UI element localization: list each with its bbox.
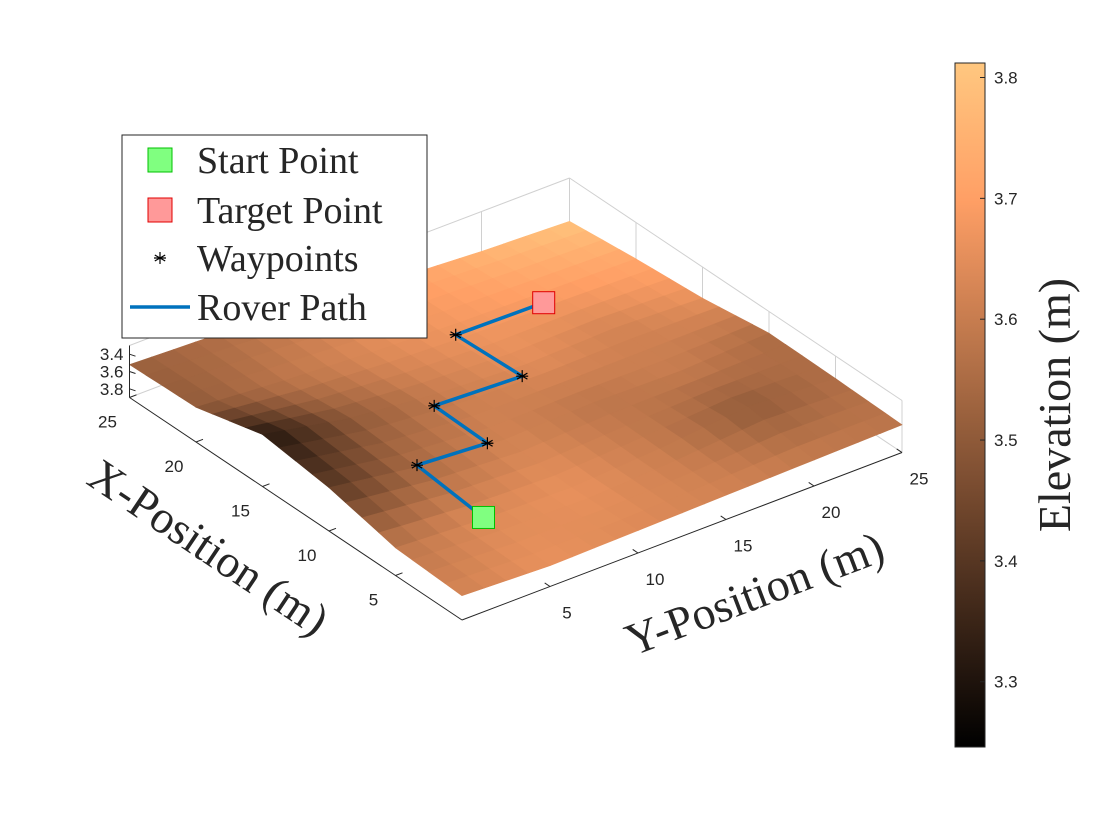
x-tick [129,394,137,398]
colorbar-tick-label: 3.3 [994,673,1018,692]
x-tick-label: 15 [231,502,250,521]
colorbar-bar [954,62,986,748]
y-tick [544,582,551,587]
x-tick [395,572,403,576]
legend-swatch [154,252,166,264]
colorbar-tick-label: 3.6 [994,310,1018,329]
colorbar-tick-label: 3.7 [994,189,1018,208]
y-tick [896,448,903,453]
legend: Start Point Target Point Waypoints Rover Pa… [121,134,428,339]
legend-label: Target Point [197,190,383,232]
y-tick-label: 10 [646,570,665,589]
colorbar: 3.3 3.4 3.5 3.6 3.7 3.8 Elevation (m) [954,62,1080,748]
legend-swatch [147,197,173,223]
colorbar-tick-label: 3.5 [994,431,1018,450]
colorbar-title: Elevation (m) [1029,278,1080,532]
box-edge [569,177,903,401]
z-tick [129,353,136,357]
y-axis-title: Y-Position (m) [618,521,891,665]
x-tick-label: 20 [165,457,184,476]
legend-label: Rover Path [197,287,367,329]
legend-label: Start Point [197,140,359,182]
waypoint [449,328,462,341]
y-tick [808,481,815,487]
y-tick-label: 15 [734,537,753,556]
start-point [472,505,495,529]
y-axis [461,452,903,621]
legend-label: Waypoints [197,238,359,280]
legend-swatch [147,147,173,173]
z-tick [129,388,136,392]
x-tick [328,527,337,532]
colorbar-tick-label: 3.8 [994,69,1018,88]
waypoint [481,437,494,450]
y-tick-label: 5 [562,604,571,623]
waypoint [428,399,441,412]
waypoint [411,459,423,472]
legend-box [121,134,428,339]
y-tick-label: 20 [822,503,841,522]
z-tick-label: 3.8 [100,380,124,399]
y-tick-label: 25 [910,470,929,489]
target-point [532,291,556,315]
y-tick [632,548,639,554]
x-axis [129,397,463,621]
z-tick [129,371,136,374]
x-tick [262,483,270,487]
colorbar-tick-label: 3.4 [994,552,1018,571]
waypoint [516,370,529,383]
z-tick-label: 3.4 [100,345,124,364]
x-tick-label: 5 [369,591,378,610]
surface-patch [444,575,485,597]
y-tick [720,515,727,520]
z-tick-label: 3.6 [100,363,124,382]
x-tick [195,438,204,443]
x-tick-label: 25 [98,413,117,432]
x-tick-label: 10 [298,546,317,565]
